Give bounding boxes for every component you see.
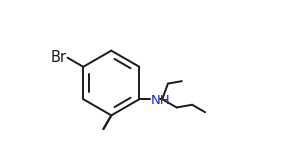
Text: NH: NH	[151, 94, 170, 107]
Text: Br: Br	[51, 50, 67, 65]
